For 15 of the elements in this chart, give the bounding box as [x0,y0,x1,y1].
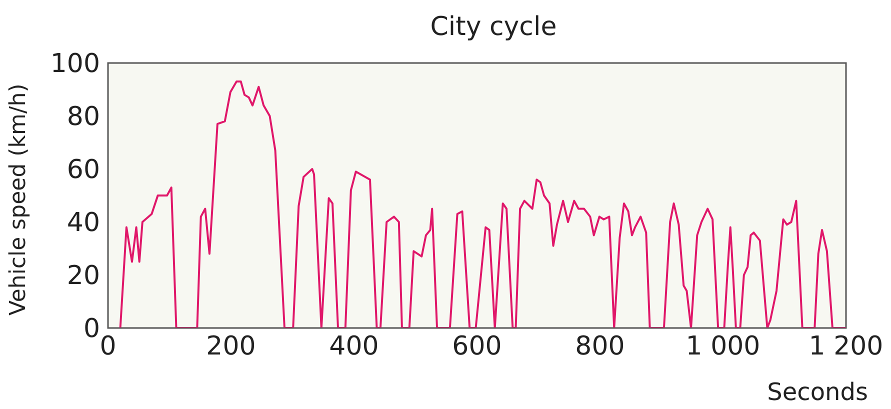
y-tick-label: 20 [66,261,100,292]
x-tick-label: 1 000 [686,331,760,362]
x-axis-title: Seconds [767,378,868,406]
x-tick-label: 200 [206,331,256,362]
x-tick-label: 400 [329,331,379,362]
y-tick-label: 40 [66,208,100,238]
chart-title: City cycle [429,12,558,42]
y-tick-label: 60 [66,155,100,186]
y-tick-label: 100 [50,49,100,80]
line-series [119,80,846,328]
x-tick-label: 600 [452,331,502,362]
x-tick-label: 800 [575,331,625,362]
y-axis-title: Vehicle speed (km/h) [6,84,31,316]
x-tick-label: 1 200 [808,331,884,362]
y-tick-label: 80 [66,102,100,132]
